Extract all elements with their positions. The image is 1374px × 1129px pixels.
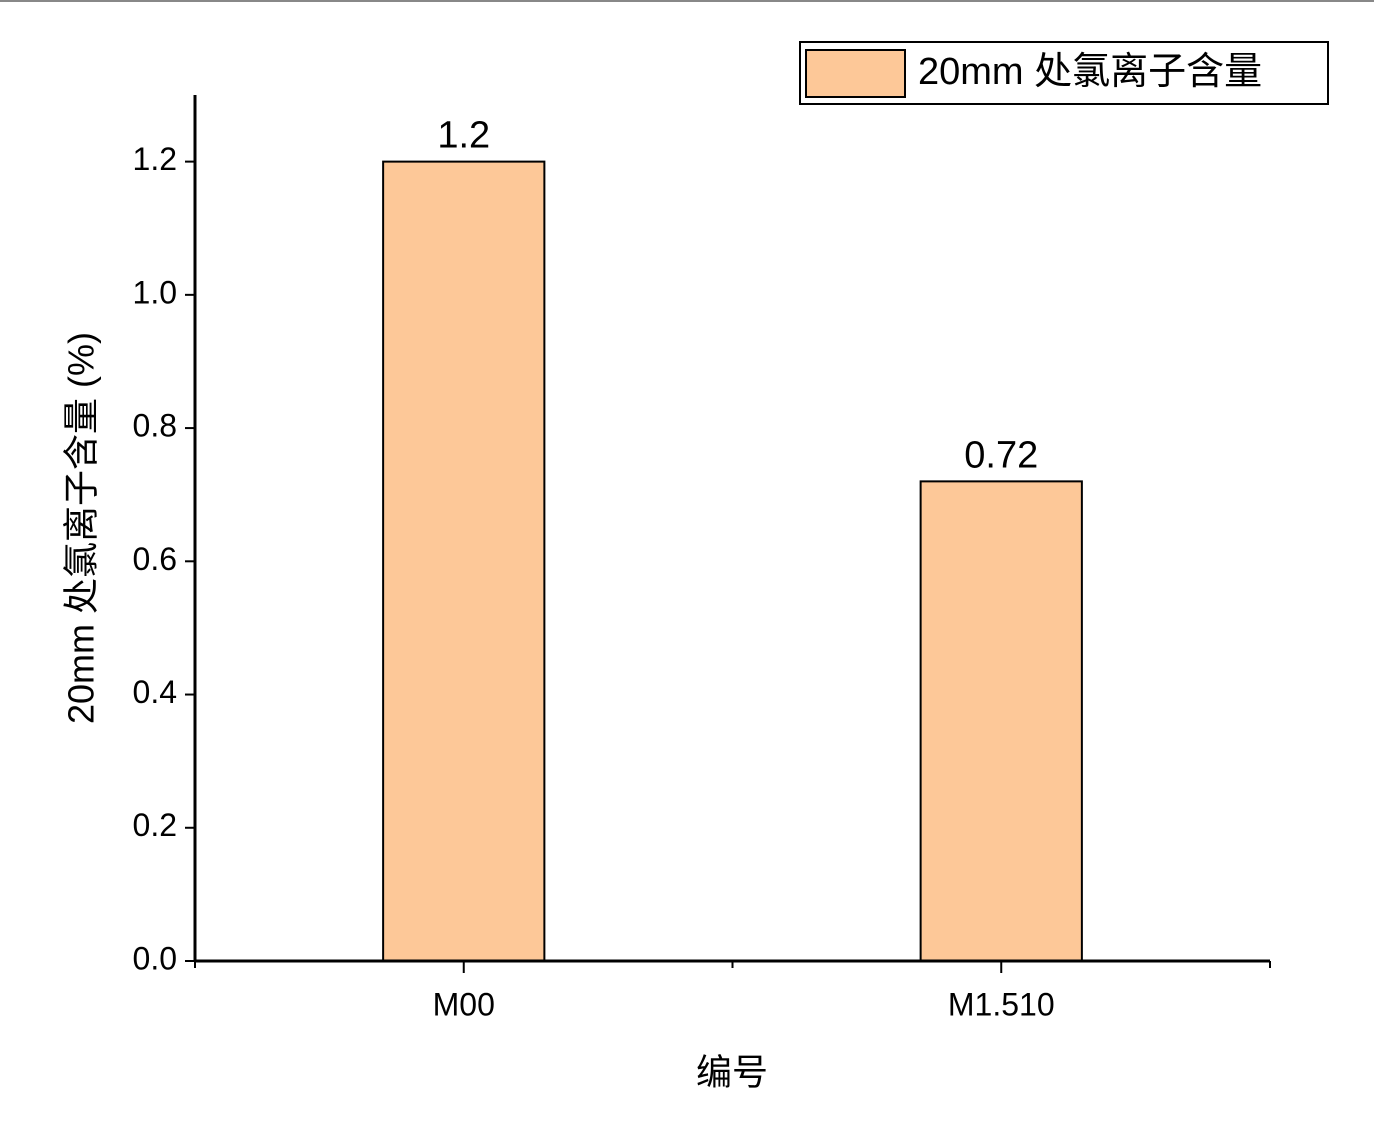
y-tick-label: 0.6 <box>133 541 177 577</box>
y-tick-label: 0.2 <box>133 807 177 843</box>
y-tick-label: 0.8 <box>133 408 177 444</box>
x-axis-title: 编号 <box>696 1052 768 1093</box>
y-tick-label: 1.2 <box>133 141 177 177</box>
y-tick-label: 1.0 <box>133 274 177 310</box>
y-axis-title: 20mm 处氯离子含量 (%) <box>61 332 102 724</box>
x-tick-label: M1.510 <box>948 986 1055 1022</box>
value-label: 0.72 <box>964 434 1038 476</box>
y-tick-label: 0.4 <box>133 674 177 710</box>
value-label: 1.2 <box>437 115 490 157</box>
legend-swatch <box>805 49 906 98</box>
x-tick-label: M00 <box>433 986 495 1022</box>
y-tick-label: 0.0 <box>133 940 177 976</box>
legend-label: 20mm 处氯离子含量 <box>918 51 1262 93</box>
bar <box>919 480 1083 962</box>
bar <box>382 160 546 963</box>
